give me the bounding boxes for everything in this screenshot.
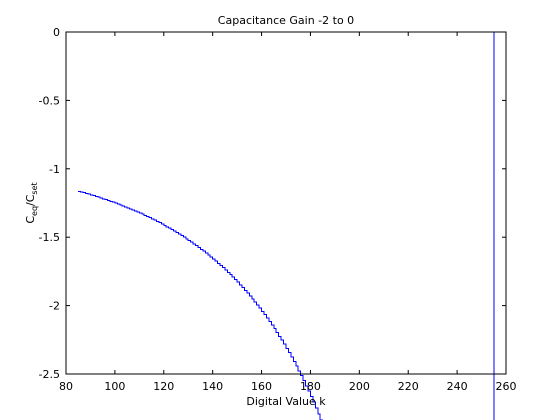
chart-title: Capacitance Gain -2 to 0 [218, 14, 354, 27]
plot-area [66, 32, 506, 374]
x-tick-label: 140 [202, 380, 223, 393]
x-tick-label: 200 [349, 380, 370, 393]
x-tick-label: 100 [104, 380, 125, 393]
y-tick-label: -1 [49, 163, 60, 176]
y-axis-title-denominator: C [24, 194, 37, 202]
series-layer [78, 31, 497, 420]
y-axis-title-base: C [24, 216, 37, 224]
y-axis-title: Ceq/Cset [24, 182, 39, 223]
y-tick-labels: -2.5 -2 -1.5 -1 -0.5 0 [39, 26, 60, 381]
x-tick-label: 180 [300, 380, 321, 393]
x-tick-label: 240 [447, 380, 468, 393]
x-axis-title: Digital Value k [246, 395, 326, 408]
x-tick-label: 120 [153, 380, 174, 393]
plot-frame [65, 31, 507, 375]
y-tick-label: -2 [49, 300, 60, 313]
y-axis-title-separator: / [24, 202, 37, 206]
x-tick-labels: 80 100 120 140 160 180 200 220 240 260 [59, 380, 517, 393]
x-tick-label: 220 [398, 380, 419, 393]
y-tick-label: -2.5 [39, 368, 60, 381]
y-axis-title-subscript: eq [30, 206, 39, 216]
tick-layer [65, 31, 507, 375]
x-tick-label: 80 [59, 380, 73, 393]
y-tick-label: 0 [53, 26, 60, 39]
x-tick-label: 260 [496, 380, 517, 393]
y-axis-title-denominator-subscript: set [30, 182, 39, 194]
series-line-0 [78, 31, 497, 420]
y-tick-label: -0.5 [39, 94, 60, 107]
y-tick-label: -1.5 [39, 231, 60, 244]
x-tick-label: 160 [251, 380, 272, 393]
